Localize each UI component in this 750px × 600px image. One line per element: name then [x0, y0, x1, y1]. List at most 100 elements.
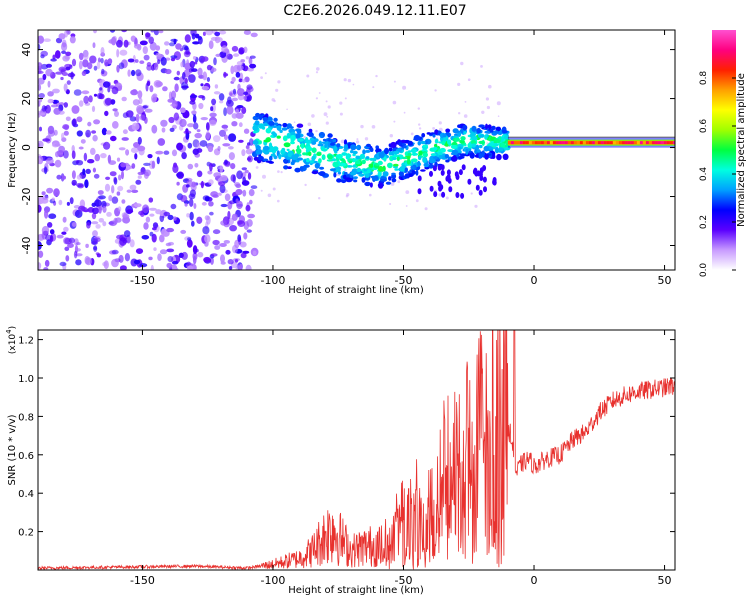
heatmap-cell — [457, 124, 462, 128]
heatmap-cell — [197, 35, 202, 41]
heatmap-cell — [48, 213, 57, 219]
heatmap-cell — [40, 50, 48, 57]
tone-cell — [648, 141, 652, 145]
heatmap-cell — [407, 171, 412, 174]
tone-cell — [546, 141, 550, 145]
heatmap-cell — [61, 132, 65, 140]
heatmap-cell — [161, 228, 167, 237]
heatmap-cell — [364, 137, 369, 141]
tone-cell — [663, 141, 667, 145]
heatmap-cell — [121, 170, 124, 180]
heatmap-cell — [45, 157, 54, 165]
heatmap-cell — [417, 160, 421, 167]
heatmap-cell — [341, 152, 348, 156]
heatmap-cell — [63, 102, 68, 108]
heatmap-cell — [100, 153, 107, 159]
heatmap-cell — [332, 138, 337, 143]
heatmap-cell — [247, 172, 252, 180]
heatmap-cell — [458, 146, 462, 150]
heatmap-cell — [353, 179, 358, 183]
heatmap-cell — [83, 53, 89, 60]
heatmap-cell — [258, 123, 265, 129]
heatmap-cell — [125, 149, 129, 156]
heatmap-cell — [68, 64, 73, 70]
heatmap-cell — [441, 191, 446, 198]
heatmap-cell — [437, 164, 442, 171]
heatmap-cell — [206, 215, 211, 225]
tone-cell — [588, 141, 592, 145]
heatmap-cell — [116, 157, 121, 162]
heatmap-cell — [104, 183, 111, 192]
heatmap-cell — [157, 138, 166, 146]
heatmap-cell — [267, 193, 272, 198]
heatmap-cell — [464, 101, 467, 103]
heatmap-cell — [324, 178, 326, 180]
heatmap-cell — [95, 224, 101, 229]
tone-cell — [591, 141, 595, 145]
heatmap-cell — [394, 168, 399, 171]
heatmap-cell — [264, 72, 267, 75]
heatmap-cell — [104, 110, 109, 117]
heatmap-cell — [484, 153, 489, 160]
heatmap-cell — [85, 257, 92, 266]
heatmap-cell — [262, 145, 270, 151]
heatmap-cell — [202, 71, 208, 81]
heatmap-cell — [218, 30, 227, 35]
heatmap-cell — [44, 207, 49, 213]
heatmap-cell — [62, 216, 67, 223]
heatmap-cell — [343, 139, 348, 146]
heatmap-cell — [232, 174, 236, 184]
heatmap-cell — [165, 68, 172, 75]
heatmap-cell — [76, 160, 84, 166]
heatmap-cell — [260, 76, 263, 79]
heatmap-cell — [489, 128, 494, 133]
snr-panel: -150 -100 -50 0 50 0.2 0.4 0.6 0.8 1.0 1.2 Height… — [5, 326, 676, 596]
heatmap-cell — [245, 264, 252, 270]
heatmap-cell — [470, 140, 477, 145]
heatmap-cell — [44, 259, 50, 267]
heatmap-cell — [278, 153, 282, 160]
tone-cell — [564, 141, 568, 145]
heatmap-cell — [135, 248, 144, 255]
heatmap-cell — [248, 138, 254, 146]
heatmap-cell — [421, 133, 426, 138]
heatmap-cell — [224, 159, 228, 165]
tone-cell — [636, 141, 640, 145]
heatmap-cell — [210, 191, 219, 198]
heatmap-cell — [317, 143, 325, 147]
heatmap-cell — [152, 222, 159, 229]
heatmap-cell — [50, 104, 58, 108]
heatmap-cell — [273, 99, 276, 103]
heatmap-cell — [180, 61, 184, 68]
heatmap-cell — [109, 30, 116, 33]
heatmap-cell — [368, 163, 375, 168]
heatmap-cell — [186, 213, 190, 218]
heatmap-cell — [146, 64, 152, 71]
heatmap-cell — [192, 256, 197, 265]
heatmap-cell — [176, 181, 180, 186]
heatmap-cell — [197, 251, 204, 258]
heatmap-cell — [235, 188, 243, 196]
heatmap-cell — [55, 151, 60, 158]
heatmap-cell — [485, 97, 489, 101]
heatmap-cell — [111, 36, 117, 46]
heatmap-cell — [387, 162, 393, 169]
snr-scale-base: (x10 — [8, 334, 18, 355]
heatmap-cell — [229, 92, 233, 96]
heatmap-cell — [498, 147, 504, 152]
tone-cell — [606, 141, 610, 145]
heatmap-cell — [234, 182, 241, 187]
heatmap-cell — [286, 108, 288, 111]
heatmap-cell — [186, 261, 191, 267]
heatmap-cell — [66, 80, 71, 85]
y-tick-label: 0.2 — [18, 528, 34, 539]
heatmap-cell — [110, 135, 117, 142]
heatmap-cell — [139, 60, 145, 64]
heatmap-cell — [233, 53, 240, 57]
snr-frame — [37, 329, 676, 571]
heatmap-cell — [76, 242, 81, 246]
heatmap-cell — [320, 146, 326, 149]
heatmap-cell — [158, 30, 164, 34]
heatmap-cell — [430, 153, 437, 157]
heatmap-cell — [92, 42, 96, 49]
